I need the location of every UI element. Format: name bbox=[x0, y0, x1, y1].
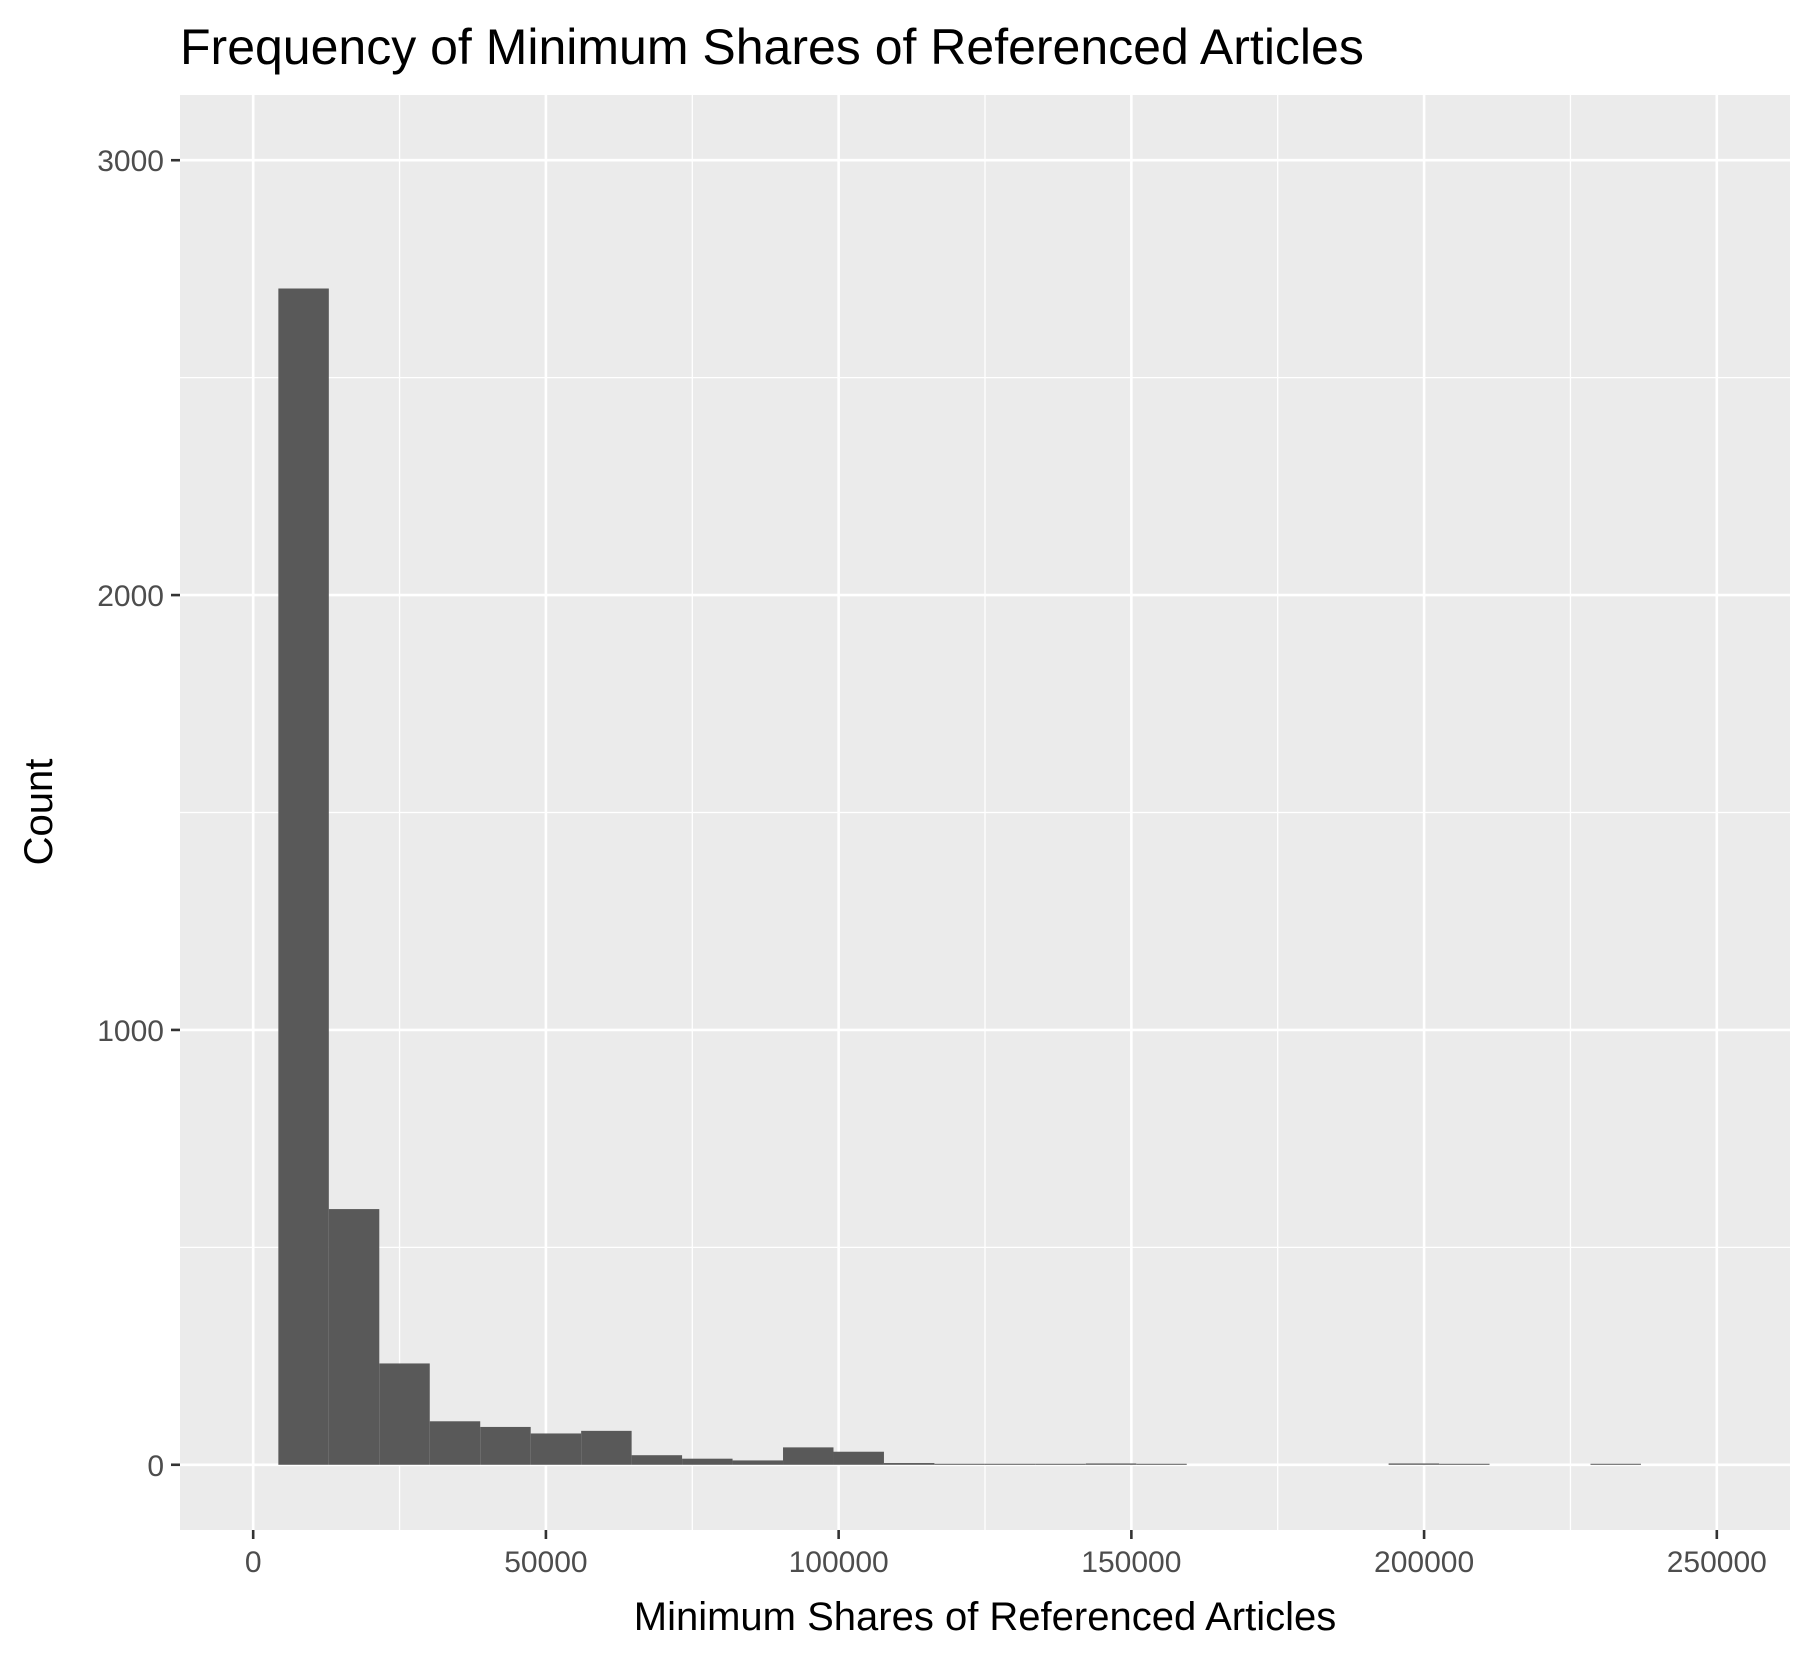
x-tick-label: 100000 bbox=[789, 1546, 889, 1579]
y-tick-label: 0 bbox=[147, 1450, 164, 1483]
histogram-bar bbox=[783, 1447, 834, 1465]
x-axis-ticks: 0 50000 100000 150000 200000 250000 bbox=[245, 1530, 1767, 1579]
x-tick-label: 200000 bbox=[1374, 1546, 1474, 1579]
histogram-bar bbox=[1388, 1463, 1440, 1465]
x-tick-label: 250000 bbox=[1667, 1546, 1767, 1579]
histogram-bar bbox=[379, 1363, 430, 1465]
histogram-bar bbox=[530, 1433, 582, 1465]
y-axis-ticks: 0 1000 2000 3000 bbox=[97, 145, 180, 1483]
chart-title: Frequency of Minimum Shares of Reference… bbox=[180, 19, 1364, 75]
histogram-bar bbox=[631, 1455, 683, 1465]
histogram-bar bbox=[1136, 1463, 1187, 1465]
histogram-bar bbox=[1035, 1463, 1086, 1465]
histogram-bar bbox=[581, 1430, 632, 1465]
y-tick-label: 3000 bbox=[97, 145, 164, 178]
histogram-bar bbox=[682, 1458, 733, 1465]
histogram-bar bbox=[984, 1463, 1036, 1465]
histogram-bar bbox=[732, 1460, 784, 1465]
y-tick-label: 2000 bbox=[97, 580, 164, 613]
y-tick-label: 1000 bbox=[97, 1015, 164, 1048]
x-axis-title: Minimum Shares of Referenced Articles bbox=[634, 1595, 1337, 1639]
y-axis-title: Count bbox=[17, 759, 61, 866]
histogram-bar bbox=[1085, 1463, 1137, 1465]
histogram-bar bbox=[480, 1426, 531, 1465]
histogram-bar bbox=[429, 1421, 481, 1465]
minor-gridlines bbox=[180, 95, 1790, 1530]
histogram-bar bbox=[1590, 1463, 1641, 1465]
histogram-bar bbox=[833, 1451, 884, 1465]
histogram-bar bbox=[883, 1463, 935, 1465]
histogram-bar bbox=[278, 288, 329, 1465]
x-tick-label: 150000 bbox=[1081, 1546, 1181, 1579]
histogram-bar bbox=[1439, 1463, 1490, 1465]
histogram-bars bbox=[278, 288, 1641, 1465]
x-tick-label: 0 bbox=[245, 1546, 262, 1579]
x-tick-label: 50000 bbox=[504, 1546, 587, 1579]
histogram-bar bbox=[328, 1209, 380, 1465]
histogram-bar bbox=[934, 1463, 985, 1465]
